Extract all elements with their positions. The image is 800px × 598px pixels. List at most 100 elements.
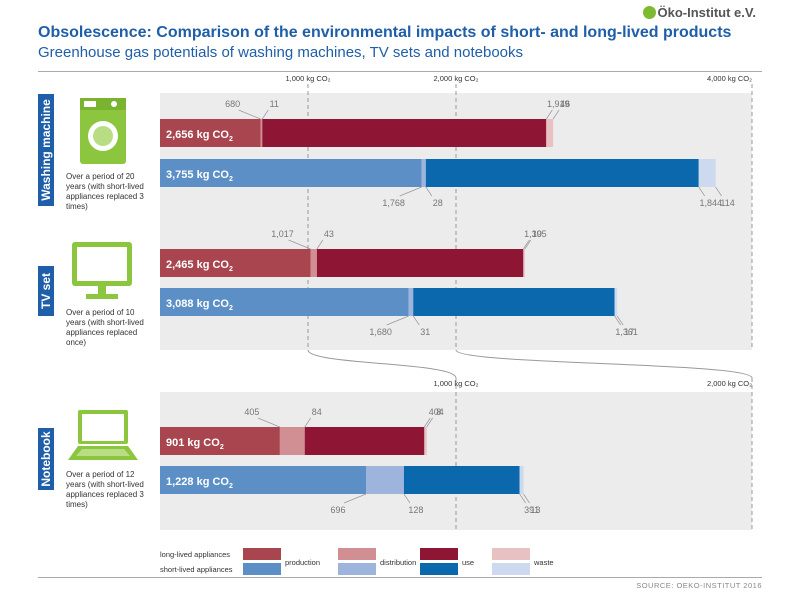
leaf-icon: [642, 6, 656, 19]
value-label-tv-set-short-lived-distribution: 31: [420, 327, 430, 337]
scale-label-top-1: 1,000 kg CO₂: [285, 74, 330, 83]
bar-washing-machine-long-lived-waste: [546, 119, 554, 147]
bar-notebook-short-lived-waste: [519, 466, 524, 494]
legend-phase-use: use: [462, 558, 474, 567]
value-label-tv-set-long-lived-distribution: 43: [324, 229, 334, 239]
chart-title: Obsolescence: Comparison of the environm…: [38, 24, 732, 41]
leader-notebook-short-lived-3: [523, 493, 530, 504]
washing-machine-icon: [80, 98, 126, 164]
tv-icon: [72, 242, 132, 299]
legend-swatch-short-distribution: [338, 563, 376, 575]
leader-washing-machine-long-lived-2: [545, 109, 553, 120]
value-label-notebook-long-lived-use: 404: [429, 407, 444, 417]
leader-notebook-short-lived-1: [403, 493, 411, 504]
leader-washing-machine-long-lived-1: [261, 109, 269, 120]
leader-washing-machine-short-lived-1: [425, 186, 433, 197]
value-label-notebook-long-lived-production: 405: [244, 407, 259, 417]
legend-swatch-short-production: [243, 563, 281, 575]
bar-tv-set-short-lived-use: [413, 288, 615, 316]
value-label-washing-machine-short-lived-production: 1,768: [382, 198, 405, 208]
bar-washing-machine-short-lived-production: [160, 159, 422, 187]
bar-tv-set-long-lived-waste: [523, 249, 525, 277]
bar-washing-machine-long-lived-production: [160, 119, 261, 147]
legend-long-label: long-lived appliances: [160, 550, 230, 559]
value-label-notebook-long-lived-waste: 8: [436, 407, 441, 417]
value-label-tv-set-short-lived-use: 1,361: [615, 327, 638, 337]
value-label-notebook-long-lived-distribution: 84: [312, 407, 322, 417]
bar-washing-machine-long-lived-use: [262, 119, 547, 147]
tv-set-note: Over a period of 10 years (with short-li…: [66, 308, 144, 347]
total-label-washing-machine-long-lived: 2,656 kg CO2: [166, 129, 233, 143]
leader-washing-machine-short-lived-2: [698, 186, 706, 197]
leader-washing-machine-long-lived-3: [552, 109, 560, 120]
value-label-tv-set-long-lived-production: 1,017: [271, 229, 294, 239]
legend-swatch-long-waste: [492, 548, 530, 560]
value-label-washing-machine-long-lived-production: 680: [225, 99, 240, 109]
leader-washing-machine-short-lived-0: [399, 186, 422, 197]
bar-washing-machine-short-lived-distribution: [421, 159, 426, 187]
value-label-tv-set-short-lived-waste: 17: [624, 327, 634, 337]
bar-notebook-short-lived-distribution: [366, 466, 404, 494]
notebook-note: Over a period of 12 years (with short-li…: [66, 470, 144, 509]
washing-machine-label: Washing machine: [38, 94, 54, 206]
scale-label-low-2: 2,000 kg CO₂: [707, 379, 752, 388]
leader-tv-set-long-lived-3: [524, 239, 532, 250]
value-label-notebook-short-lived-use: 391: [524, 505, 539, 515]
value-label-tv-set-long-lived-waste: 10: [532, 229, 542, 239]
leader-tv-set-short-lived-0: [386, 315, 409, 326]
total-label-washing-machine-short-lived: 3,755 kg CO2: [166, 169, 233, 183]
bar-tv-set-short-lived-production: [160, 288, 409, 316]
leader-washing-machine-long-lived-0: [238, 109, 261, 120]
bar-notebook-short-lived-production: [160, 466, 367, 494]
bar-tv-set-long-lived-use: [316, 249, 524, 277]
total-label-notebook-long-lived: 901 kg CO2: [166, 437, 224, 451]
value-label-washing-machine-long-lived-use: 1,919: [547, 99, 570, 109]
leader-notebook-long-lived-1: [304, 417, 312, 428]
value-label-washing-machine-short-lived-use: 1,844: [699, 198, 722, 208]
legend-swatch-long-production: [243, 548, 281, 560]
leader-tv-set-short-lived-1: [412, 315, 420, 326]
bar-notebook-short-lived-use: [403, 466, 520, 494]
bottom-rule: [38, 577, 762, 578]
leader-notebook-long-lived-2: [424, 417, 431, 428]
bar-notebook-long-lived-waste: [424, 427, 427, 455]
legend-swatch-long-use: [420, 548, 458, 560]
bar-notebook-long-lived-production: [160, 427, 280, 455]
chart-subtitle: Greenhouse gas potentials of washing mac…: [38, 44, 524, 61]
leader-tv-set-long-lived-0: [288, 239, 311, 250]
leader-notebook-long-lived-3: [426, 417, 433, 428]
value-label-washing-machine-short-lived-waste: 114: [720, 198, 734, 208]
bar-notebook-long-lived-use: [304, 427, 425, 455]
top-rule: [38, 71, 762, 72]
bar-tv-set-short-lived-waste: [614, 288, 618, 316]
scale-label-top-2: 2,000 kg CO₂: [433, 74, 478, 83]
bar-tv-set-long-lived-production: [160, 249, 311, 277]
scale-label-low-1: 1,000 kg CO₂: [433, 379, 478, 388]
bar-tv-set-long-lived-distribution: [310, 249, 317, 277]
value-label-tv-set-short-lived-production: 1,680: [369, 327, 392, 337]
legend-short-label: short-lived appliances: [160, 565, 233, 574]
bar-notebook-long-lived-distribution: [279, 427, 305, 455]
bar-washing-machine-short-lived-waste: [698, 159, 716, 187]
leader-notebook-short-lived-2: [519, 493, 526, 504]
oeko-institut-logo: Öko-Institut e.V.: [642, 5, 756, 20]
legend-swatch-short-use: [420, 563, 458, 575]
logo-text: Öko-Institut e.V.: [657, 5, 756, 20]
notebook-icon: [68, 410, 138, 460]
leader-washing-machine-short-lived-3: [715, 186, 722, 197]
value-label-notebook-short-lived-distribution: 128: [408, 505, 423, 515]
value-label-washing-machine-short-lived-distribution: 28: [433, 198, 443, 208]
value-label-notebook-short-lived-production: 696: [331, 505, 346, 515]
leader-tv-set-long-lived-2: [523, 239, 530, 250]
value-label-notebook-short-lived-waste: 13: [530, 505, 540, 515]
leader-tv-set-short-lived-3: [616, 315, 624, 326]
value-label-washing-machine-long-lived-distribution: 11: [270, 99, 279, 109]
total-label-notebook-short-lived: 1,228 kg CO2: [166, 476, 233, 490]
scale-label-top-3: 4,000 kg CO₂: [707, 74, 752, 83]
value-label-washing-machine-long-lived-waste: 46: [560, 99, 570, 109]
value-label-tv-set-long-lived-use: 1,395: [524, 229, 547, 239]
leader-notebook-long-lived-0: [257, 417, 281, 428]
notebook-label: Notebook: [38, 428, 54, 490]
leader-tv-set-short-lived-2: [614, 315, 621, 326]
